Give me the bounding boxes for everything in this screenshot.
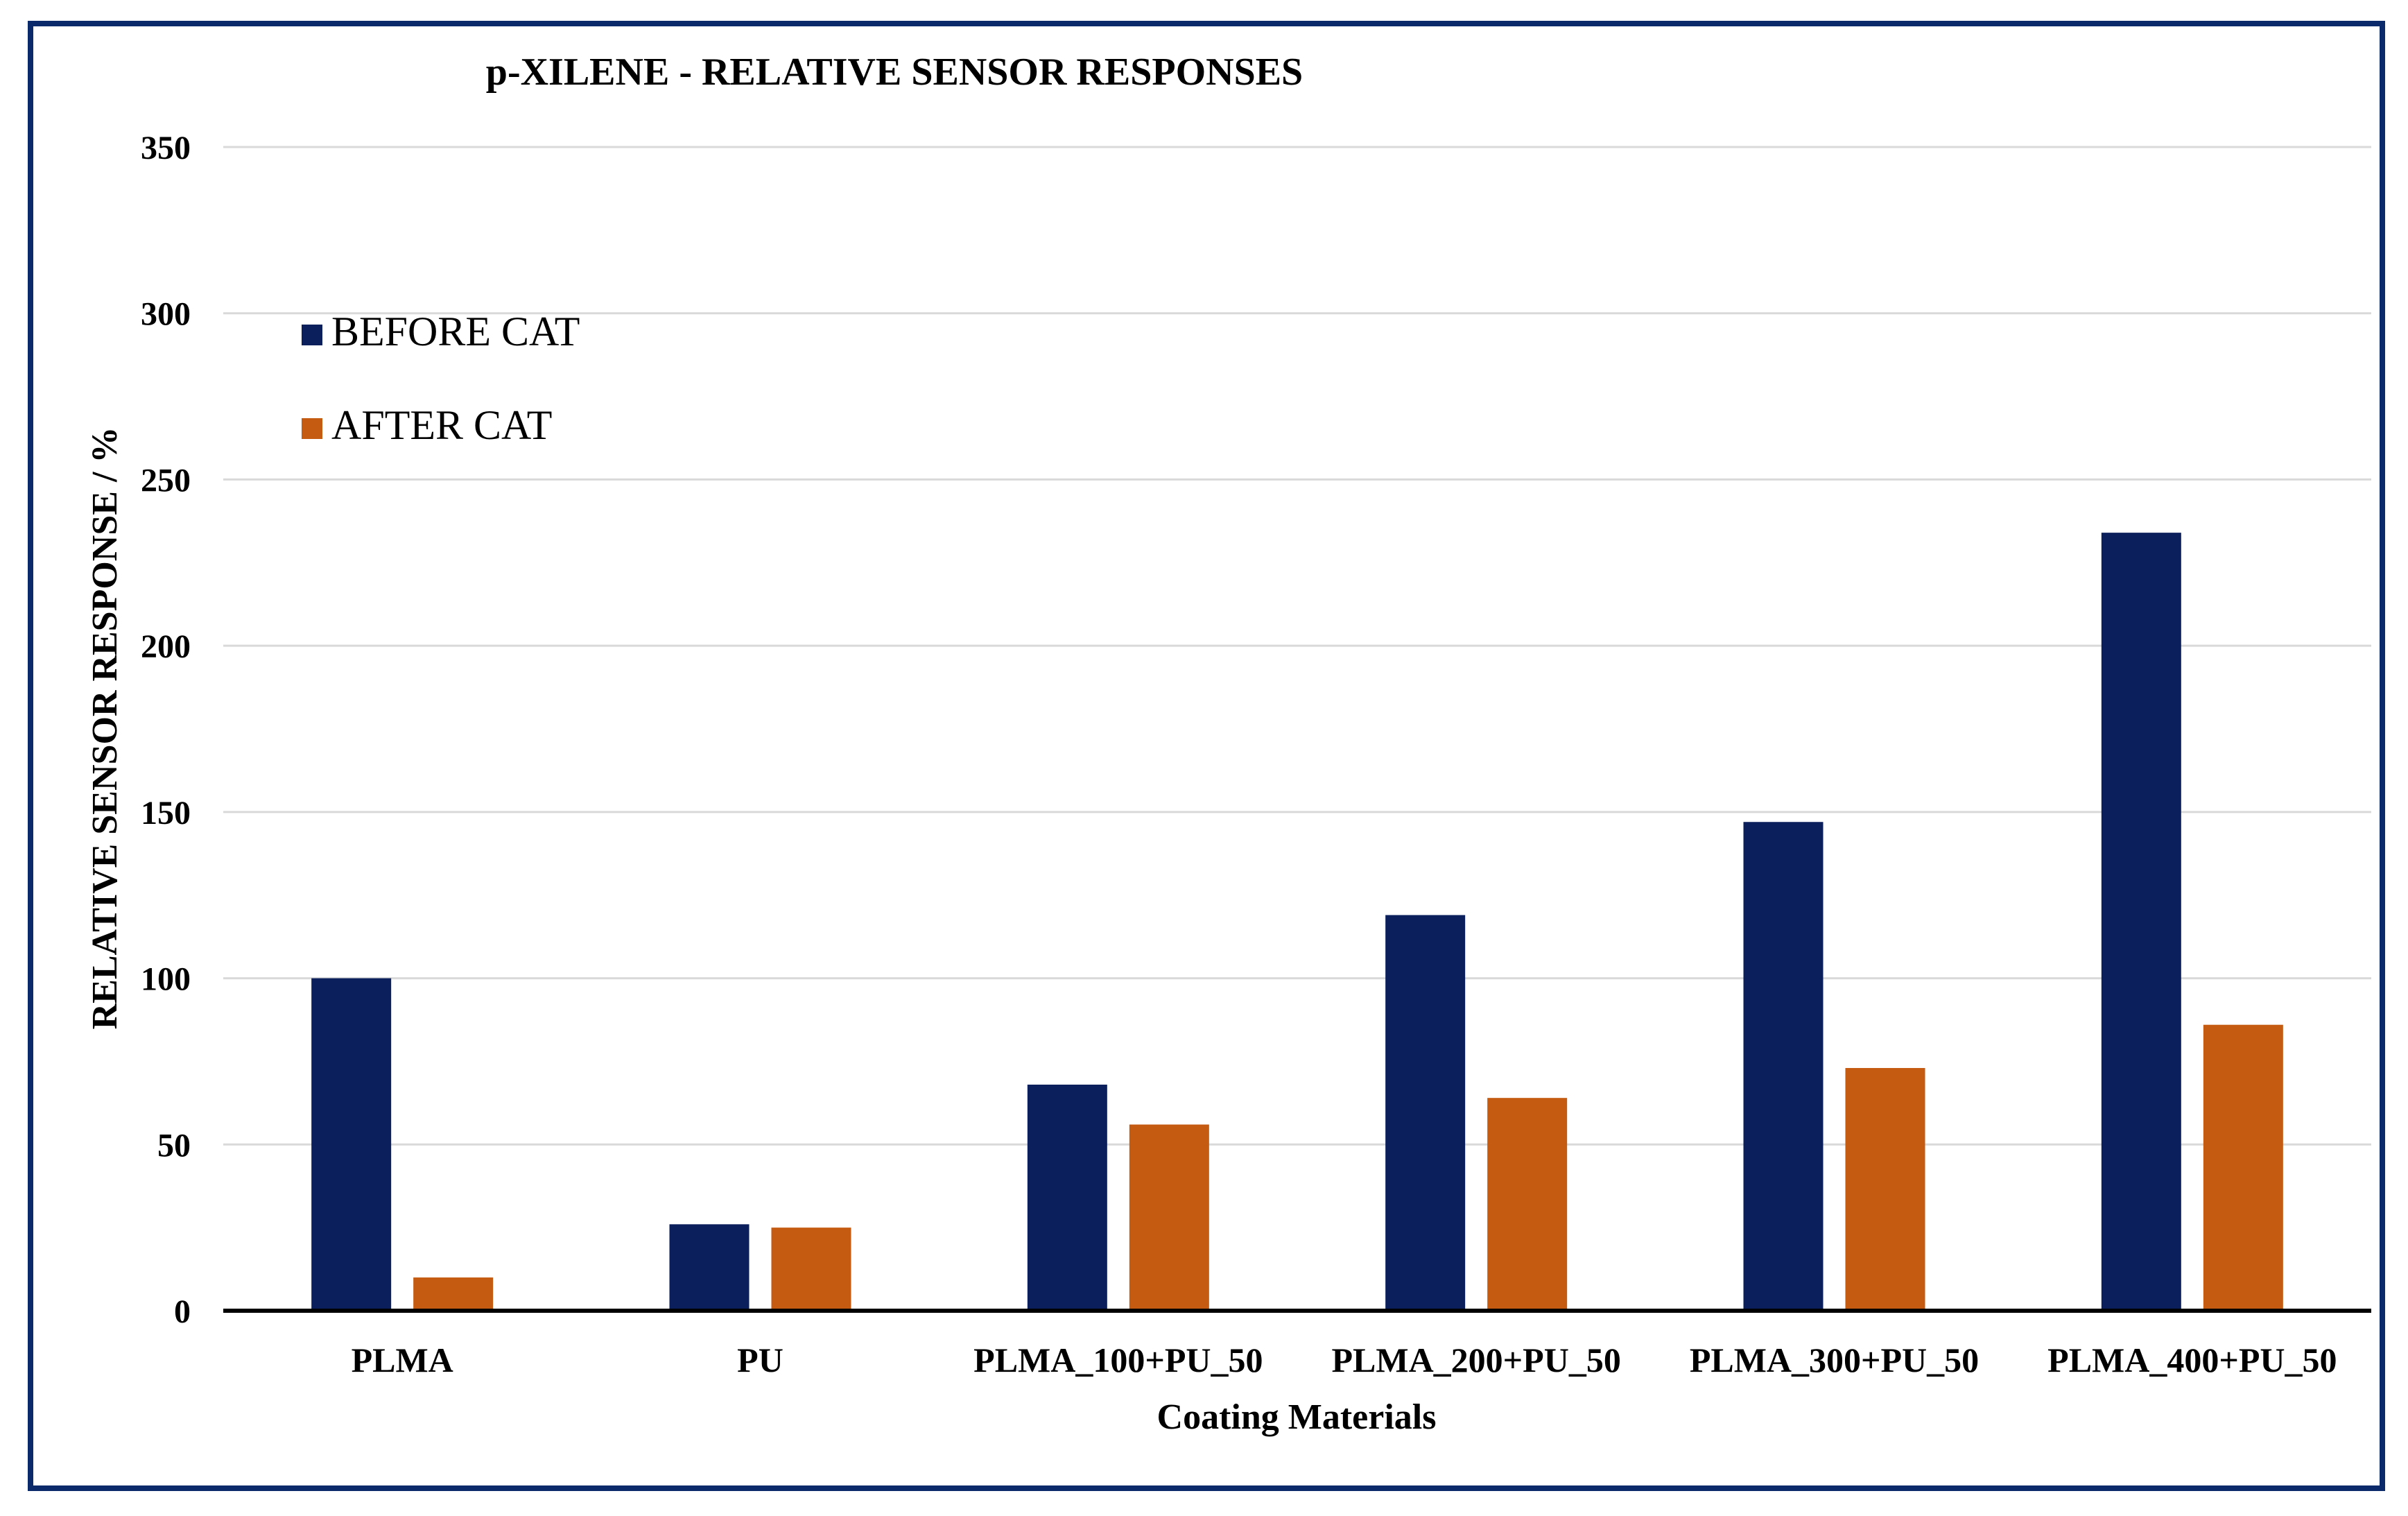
y-tick-label: 250 <box>141 462 191 499</box>
y-tick-labels: 0 50 100 150 200 250 300 350 <box>141 130 191 1330</box>
grid-layer <box>223 146 2371 1146</box>
y-tick-label: 0 <box>174 1293 191 1330</box>
bar-after-cat <box>2203 1024 2283 1311</box>
bar-before-cat <box>1743 822 1824 1311</box>
bar-after-cat <box>1487 1098 1568 1311</box>
x-category-label: PLMA <box>352 1341 453 1379</box>
x-axis-title: Coating Materials <box>1157 1397 1437 1437</box>
bar-before-cat <box>2101 533 2181 1311</box>
y-tick-label: 100 <box>141 961 191 998</box>
y-tick-label: 150 <box>141 795 191 832</box>
legend-swatch <box>302 418 322 439</box>
x-category-label: PLMA_200+PU_50 <box>1331 1341 1620 1379</box>
x-category-label: PLMA_100+PU_50 <box>973 1341 1263 1379</box>
y-tick-label: 300 <box>141 296 191 333</box>
y-tick-label: 50 <box>157 1127 191 1164</box>
bar-after-cat <box>1129 1124 1209 1311</box>
bar-before-cat <box>1027 1084 1107 1311</box>
y-axis-title: RELATIVE SENSOR RESPONSE / % <box>85 427 125 1030</box>
legend-label: BEFORE CAT <box>331 309 580 354</box>
bars-layer <box>311 533 2283 1311</box>
x-category-label: PLMA_400+PU_50 <box>2047 1341 2337 1379</box>
bar-after-cat <box>1845 1068 1925 1311</box>
y-tick-label: 350 <box>141 130 191 166</box>
x-category-label: PLMA_300+PU_50 <box>1690 1341 1979 1379</box>
bar-before-cat <box>669 1224 750 1311</box>
y-tick-label: 200 <box>141 628 191 665</box>
bar-before-cat <box>311 978 392 1311</box>
legend-swatch <box>302 325 322 345</box>
legend: BEFORE CAT AFTER CAT <box>302 309 580 448</box>
legend-label: AFTER CAT <box>331 402 552 448</box>
bar-before-cat <box>1385 915 1466 1311</box>
bar-after-cat <box>413 1277 494 1311</box>
x-category-label: PU <box>737 1341 783 1379</box>
bar-after-cat <box>771 1228 851 1311</box>
x-category-labels: PLMA PU PLMA_100+PU_50 PLMA_200+PU_50 PLMA_3… <box>352 1341 2337 1379</box>
chart-title: p-XILENE - RELATIVE SENSOR RESPONSES <box>486 51 1303 94</box>
